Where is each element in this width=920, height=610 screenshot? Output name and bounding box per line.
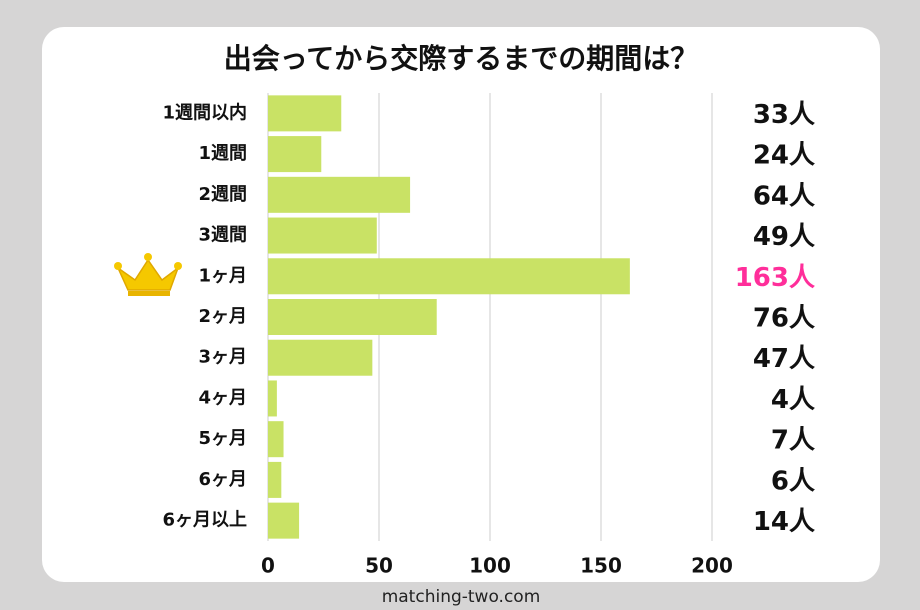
value-label: 49人 <box>753 222 815 252</box>
y-tick-label: 1週間以内 <box>162 101 247 123</box>
y-tick-label: 1週間 <box>198 143 247 164</box>
value-label: 76人 <box>753 304 815 334</box>
value-label: 7人 <box>771 426 815 456</box>
x-tick-label: 50 <box>365 554 393 578</box>
bar <box>268 421 284 458</box>
value-label: 163人 <box>735 263 815 293</box>
bar <box>268 136 322 173</box>
value-label: 4人 <box>771 385 815 415</box>
value-label: 6人 <box>771 466 815 496</box>
card <box>42 27 880 582</box>
bar <box>268 258 630 295</box>
y-tick-label: 3週間 <box>198 225 247 246</box>
chart-title: 出会ってから交際するまでの期間は？ <box>224 42 699 75</box>
y-tick-label: 2ヶ月 <box>198 306 247 327</box>
footer: matching-two.com <box>382 587 541 607</box>
value-label: 33人 <box>753 100 815 130</box>
y-tick-label: 6ヶ月 <box>198 469 247 490</box>
bar <box>268 95 342 132</box>
value-label: 47人 <box>753 344 815 374</box>
y-tick-label: 5ヶ月 <box>198 428 247 449</box>
value-label: 24人 <box>753 141 815 171</box>
bar <box>268 339 373 376</box>
y-tick-label: 1ヶ月 <box>198 265 247 286</box>
x-tick-label: 100 <box>469 554 511 578</box>
x-tick-label: 200 <box>691 554 733 578</box>
bar <box>268 502 300 539</box>
bar <box>268 380 277 417</box>
y-tick-label: 4ヶ月 <box>198 387 247 408</box>
bar <box>268 217 377 254</box>
y-tick-label: 2週間 <box>198 184 247 205</box>
bar <box>268 461 282 498</box>
x-tick-label: 0 <box>261 554 275 578</box>
y-tick-label: 3ヶ月 <box>198 347 247 368</box>
value-label: 14人 <box>753 507 815 537</box>
bar <box>268 299 437 335</box>
y-tick-label: 6ヶ月以上 <box>162 510 247 531</box>
value-label: 64人 <box>753 181 815 211</box>
crown-icon <box>114 253 182 296</box>
bar <box>268 176 411 213</box>
x-tick-label: 150 <box>580 554 622 578</box>
